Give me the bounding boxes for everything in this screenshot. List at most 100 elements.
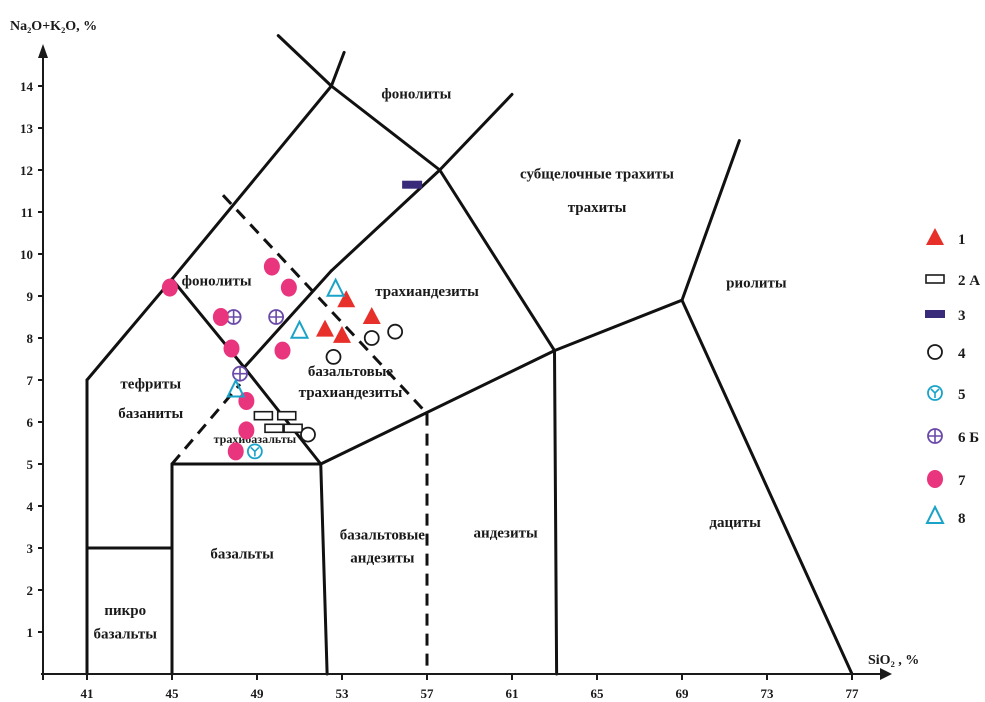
- field-label: трахибазальты: [214, 432, 297, 446]
- legend-marker: [927, 470, 943, 488]
- legend: 1 2 А 3 4 5 6 Б 7 8: [925, 228, 980, 527]
- marker-shape: [927, 344, 943, 360]
- legend-label: 7: [958, 473, 966, 489]
- x-tick-label: 57: [421, 686, 435, 701]
- marker-shape: [264, 423, 284, 434]
- marker-shape: [362, 307, 381, 324]
- marker-shape: [223, 339, 240, 358]
- marker-shape: [238, 392, 255, 410]
- data-point-series-1: [333, 325, 351, 343]
- data-point-series-2-А: [253, 410, 274, 421]
- marker-shape: [238, 421, 255, 440]
- field-label: тефриты: [120, 376, 181, 392]
- data-points: [161, 180, 423, 461]
- field-label: пикро: [104, 603, 146, 619]
- marker-glyph: [226, 310, 241, 324]
- data-point-series-7: [274, 341, 291, 360]
- boundary-line: [319, 349, 556, 466]
- field-label: базальтовые: [340, 528, 426, 544]
- field-label: фонолиты: [381, 87, 451, 103]
- data-point-series-2-А: [264, 423, 284, 434]
- x-tick-label: 49: [251, 686, 265, 701]
- legend-marker: [927, 344, 943, 360]
- legend-marker: [926, 228, 944, 245]
- boundary-line: [85, 277, 174, 382]
- data-point-series-5: [246, 443, 263, 460]
- data-point-series-8: [289, 319, 310, 339]
- boundary-line: [242, 269, 333, 369]
- axes: Na₂O+K₂O, % SiO₂ , % 41 45 49 53 57 61 65 69 73 7…: [10, 19, 919, 701]
- data-point-series-1: [316, 319, 334, 337]
- marker-shape: [927, 470, 943, 488]
- y-tick-label: 12: [20, 163, 33, 178]
- data-point-series-1: [337, 290, 356, 308]
- y-axis-label: Na₂O+K₂O, %: [10, 19, 97, 34]
- marker-glyph: [269, 310, 284, 324]
- marker-shape: [300, 426, 316, 443]
- data-point-series-7: [263, 257, 280, 276]
- data-point-series-7: [238, 392, 255, 410]
- y-tick-label: 8: [27, 331, 34, 346]
- y-tick-label: 3: [27, 541, 34, 556]
- field-label: базальтовые: [308, 364, 394, 380]
- x-axis-arrow: [880, 668, 892, 680]
- marker-shape: [226, 378, 246, 398]
- field-label: базаниты: [118, 406, 183, 422]
- y-tick-label: 13: [20, 121, 34, 136]
- boundary-line: [329, 84, 442, 172]
- marker-shape: [326, 277, 346, 297]
- y-tick-label: 9: [27, 289, 34, 304]
- marker-shape: [925, 274, 945, 284]
- legend-label: 4: [958, 346, 966, 362]
- data-point-series-1: [362, 307, 381, 324]
- data-point-series-4: [363, 330, 380, 346]
- data-point-series-2-А: [276, 410, 297, 421]
- marker-glyph: [928, 429, 942, 443]
- marker-shape: [925, 310, 945, 318]
- marker-glyph: [930, 388, 940, 398]
- marker-shape: [263, 257, 280, 276]
- field-label: андезиты: [474, 526, 538, 542]
- marker-shape: [337, 290, 356, 308]
- y-tick-label: 2: [27, 583, 34, 598]
- boundary-dashed-line: [221, 194, 429, 415]
- y-tick-label: 11: [21, 205, 33, 220]
- legend-marker: [925, 310, 945, 318]
- x-tick-label: 45: [166, 686, 180, 701]
- boundary-line: [553, 349, 559, 676]
- legend-label: 8: [958, 511, 966, 527]
- marker-shape: [274, 341, 291, 360]
- legend-marker: [927, 385, 943, 401]
- marker-shape: [280, 278, 297, 297]
- marker-shape: [212, 308, 229, 326]
- data-point-series-6-Б: [268, 309, 285, 325]
- boundary-line: [329, 50, 346, 88]
- x-tick-label: 73: [761, 686, 775, 701]
- data-point-series-7: [280, 278, 297, 297]
- marker-shape: [161, 278, 178, 297]
- legend-label: 5: [958, 387, 966, 403]
- marker-glyph: [250, 446, 260, 457]
- data-point-series-2-А: [283, 423, 303, 434]
- field-label: субщелочные трахиты: [520, 166, 674, 182]
- field-label: трахиты: [568, 200, 627, 216]
- y-tick-label: 1: [27, 625, 34, 640]
- legend-label: 2 А: [958, 273, 980, 289]
- marker-shape: [316, 319, 334, 337]
- data-point-series-4: [325, 348, 342, 365]
- boundary-line: [680, 139, 741, 302]
- marker-shape: [283, 423, 303, 434]
- data-point-series-6-Б: [232, 365, 248, 382]
- field-label: риолиты: [726, 276, 787, 292]
- legend-label: 6 Б: [958, 430, 979, 446]
- x-tick-label: 69: [676, 686, 690, 701]
- x-tick-label: 65: [591, 686, 605, 701]
- boundary-line: [680, 298, 854, 676]
- x-tick-label: 77: [846, 686, 860, 701]
- data-point-series-7: [238, 421, 255, 440]
- x-axis-label: SiO₂ , %: [868, 653, 919, 668]
- marker-shape: [333, 325, 351, 343]
- field-label: трахиандезиты: [375, 284, 479, 300]
- data-point-series-7: [223, 339, 240, 358]
